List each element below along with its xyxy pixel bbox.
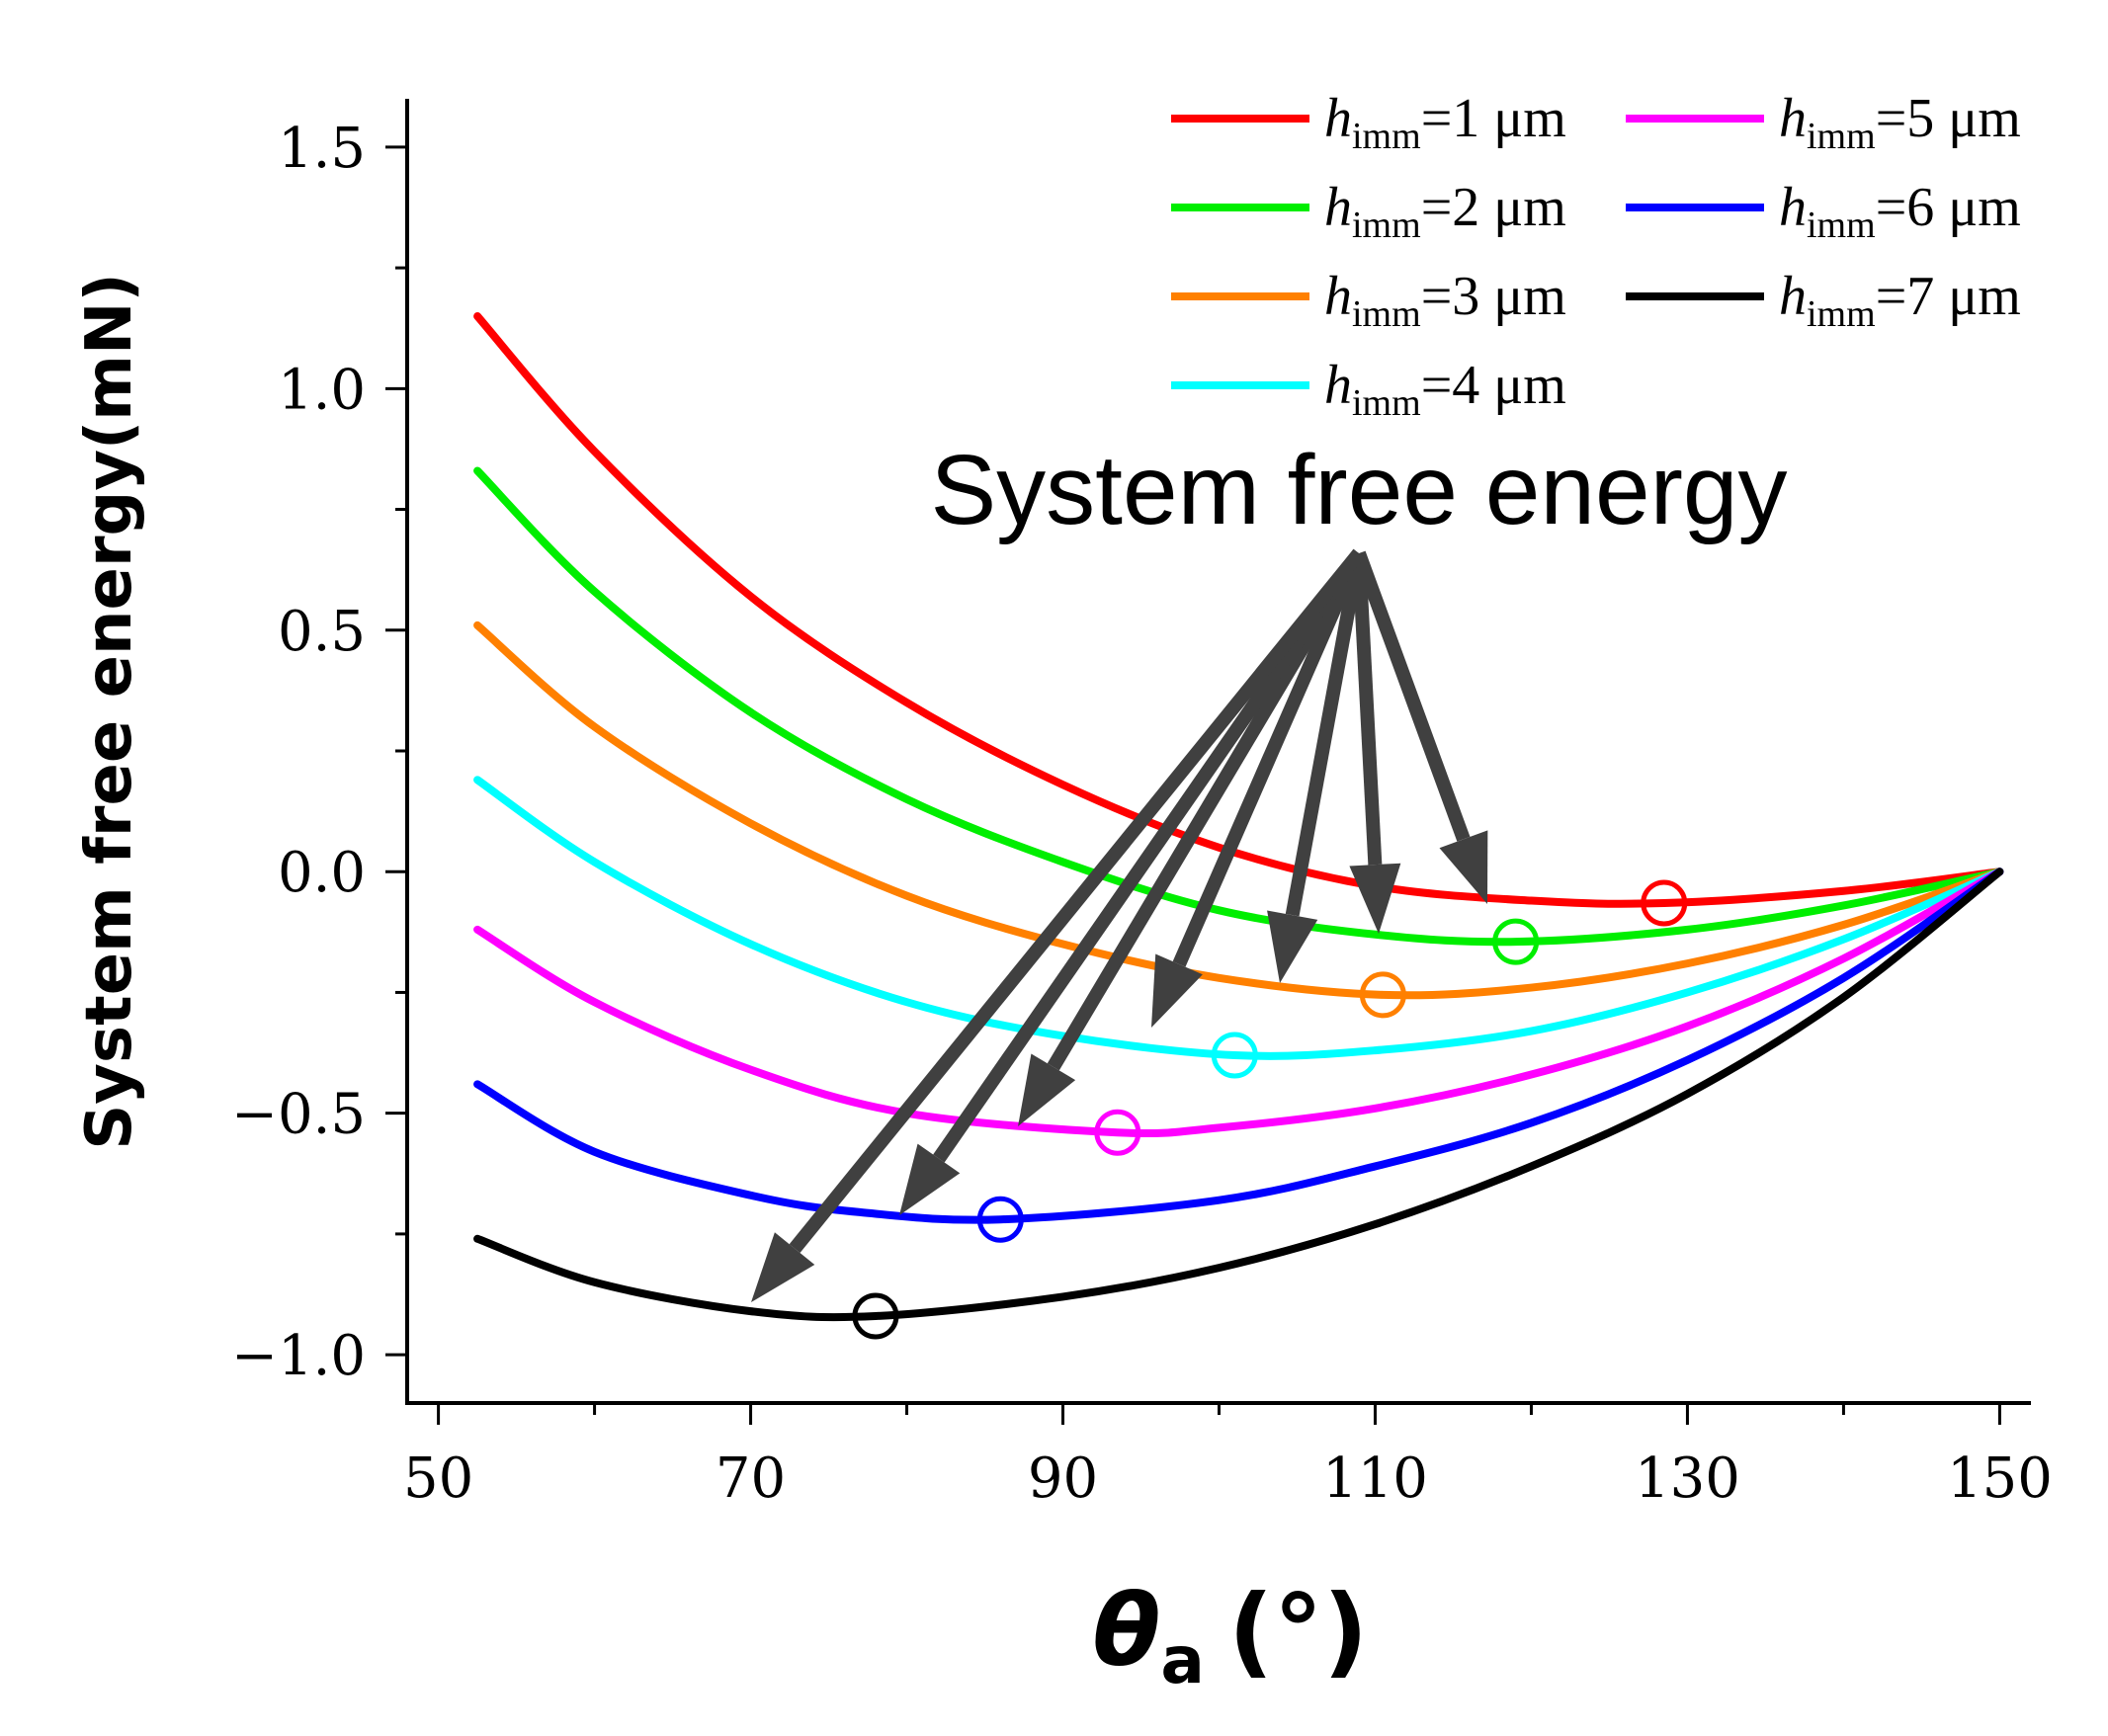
minimum-marker-himm-4 [1211,1032,1258,1079]
y-axis-label: System free energy(mN) [73,273,146,1150]
minimum-marker-himm-3 [1359,971,1406,1019]
annotation-arrow-shaft [1047,549,1366,1071]
x-axis-label-unit: (°) [1228,1573,1368,1689]
series-line-himm-3 [473,620,2004,1000]
annotation-arrow-head [1267,910,1318,983]
annotation-arrow-shaft [1285,551,1366,917]
minimum-marker-himm-2 [1492,918,1540,965]
legend-entry-himm-5: himm=5 μm [1626,88,2021,157]
minimum-marker-himm-7 [852,1292,899,1340]
annotation-text: System free energy [930,435,1787,545]
annotation-arrow-head [1151,953,1203,1028]
y-tick-label: 0.0 [278,841,366,905]
minimum-marker-himm-1 [1641,879,1688,927]
legend-label: himm=4 μm [1324,355,1566,424]
x-tick-label: 130 [1635,1447,1740,1511]
x-tick-label: 50 [403,1447,473,1511]
series-line-himm-4 [473,776,2004,1060]
legend: himm=1 μm himm=2 μm himm=3 μm himm=4 μm himm… [1171,88,2021,424]
ticks [385,145,2001,1425]
x-axis-label-theta: θ [1093,1573,1161,1689]
series-curves [473,312,2004,1322]
x-axis-label: θa (°) [1093,1573,1369,1698]
legend-entry-himm-4: himm=4 μm [1171,355,1566,424]
y-tick-label: 1.5 [278,117,366,181]
y-tick-label: −1.0 [231,1324,366,1388]
series-line-himm-7 [473,868,2004,1322]
y-tick-label: 1.0 [278,358,366,422]
x-tick-label: 150 [1947,1447,2053,1511]
legend-entry-himm-3: himm=3 μm [1171,266,1566,335]
legend-label: himm=1 μm [1324,88,1566,157]
series-line-himm-1 [473,312,2004,908]
minimum-marker-himm-5 [1094,1109,1141,1156]
x-tick-label: 70 [716,1447,786,1511]
legend-entry-himm-7: himm=7 μm [1626,266,2021,335]
legend-label: himm=3 μm [1324,266,1566,335]
tick-labels: 50 70 90 110 130 150 −1.0 −0.5 0.0 0.5 1.0 1.5 [231,117,2053,1511]
series-line-himm-6 [473,868,2004,1224]
legend-entry-himm-2: himm=2 μm [1171,177,1566,246]
annotation-arrows [751,548,1488,1302]
y-tick-label: −0.5 [231,1083,366,1147]
minimum-marker-himm-6 [976,1196,1024,1243]
annotation-arrow-head [899,1143,961,1215]
annotation-arrow-shaft [789,548,1365,1254]
annotation-arrow-shaft [1172,550,1366,967]
annotation-arrow-head [1439,830,1488,904]
legend-label: himm=6 μm [1779,177,2021,246]
annotation-arrow-shaft [1352,552,1383,866]
legend-entry-himm-6: himm=6 μm [1626,177,2021,246]
minimum-markers [852,879,1688,1340]
annotation-arrow-head [751,1232,815,1302]
annotation-arrow-shaft [1352,550,1471,842]
legend-entry-himm-1: himm=1 μm [1171,88,1566,157]
x-axis-label-subscript: a [1160,1622,1205,1698]
x-tick-label: 110 [1322,1447,1428,1511]
legend-label: himm=5 μm [1779,88,2021,157]
x-tick-label: 90 [1028,1447,1098,1511]
annotation-arrow-shaft [933,549,1365,1163]
annotation-arrow-head [1349,863,1401,934]
legend-label: himm=2 μm [1324,177,1566,246]
series-line-himm-5 [473,868,2004,1138]
y-tick-label: 0.5 [278,600,366,664]
legend-label: himm=7 μm [1779,266,2021,335]
annotation-arrow-head [1018,1053,1076,1126]
